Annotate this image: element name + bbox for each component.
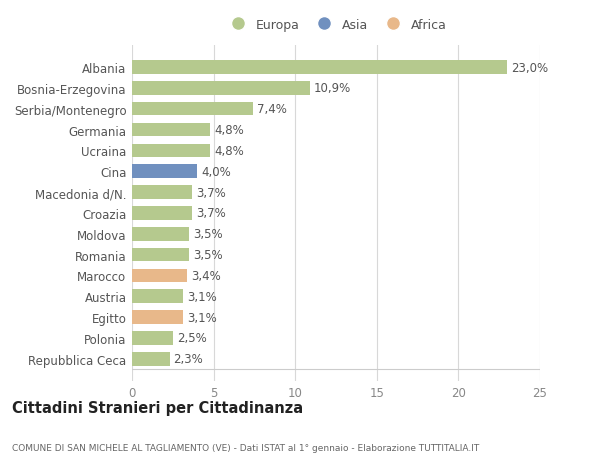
Text: 3,5%: 3,5% bbox=[193, 228, 223, 241]
Bar bbox=[132, 228, 189, 241]
Text: 3,4%: 3,4% bbox=[191, 269, 221, 282]
Bar bbox=[132, 123, 211, 137]
Text: 23,0%: 23,0% bbox=[511, 62, 548, 74]
Text: 4,8%: 4,8% bbox=[214, 124, 244, 137]
Text: 10,9%: 10,9% bbox=[314, 82, 351, 95]
Text: Cittadini Stranieri per Cittadinanza: Cittadini Stranieri per Cittadinanza bbox=[12, 400, 303, 415]
Bar bbox=[132, 61, 508, 75]
Legend: Europa, Asia, Africa: Europa, Asia, Africa bbox=[221, 14, 452, 37]
Bar bbox=[132, 248, 189, 262]
Text: 3,5%: 3,5% bbox=[193, 248, 223, 262]
Bar bbox=[132, 165, 197, 179]
Bar bbox=[132, 207, 193, 220]
Text: 3,1%: 3,1% bbox=[187, 311, 217, 324]
Bar bbox=[132, 331, 173, 345]
Text: 3,7%: 3,7% bbox=[196, 186, 226, 199]
Text: 2,5%: 2,5% bbox=[177, 332, 206, 345]
Bar bbox=[132, 82, 310, 95]
Bar bbox=[132, 311, 182, 324]
Text: 7,4%: 7,4% bbox=[257, 103, 287, 116]
Text: 3,7%: 3,7% bbox=[196, 207, 226, 220]
Bar bbox=[132, 103, 253, 116]
Bar bbox=[132, 290, 182, 303]
Bar bbox=[132, 186, 193, 199]
Bar bbox=[132, 352, 170, 366]
Text: 4,8%: 4,8% bbox=[214, 145, 244, 157]
Bar bbox=[132, 269, 187, 283]
Bar bbox=[132, 144, 211, 158]
Text: 4,0%: 4,0% bbox=[202, 165, 231, 179]
Text: 2,3%: 2,3% bbox=[173, 353, 203, 365]
Text: COMUNE DI SAN MICHELE AL TAGLIAMENTO (VE) - Dati ISTAT al 1° gennaio - Elaborazi: COMUNE DI SAN MICHELE AL TAGLIAMENTO (VE… bbox=[12, 443, 479, 452]
Text: 3,1%: 3,1% bbox=[187, 290, 217, 303]
